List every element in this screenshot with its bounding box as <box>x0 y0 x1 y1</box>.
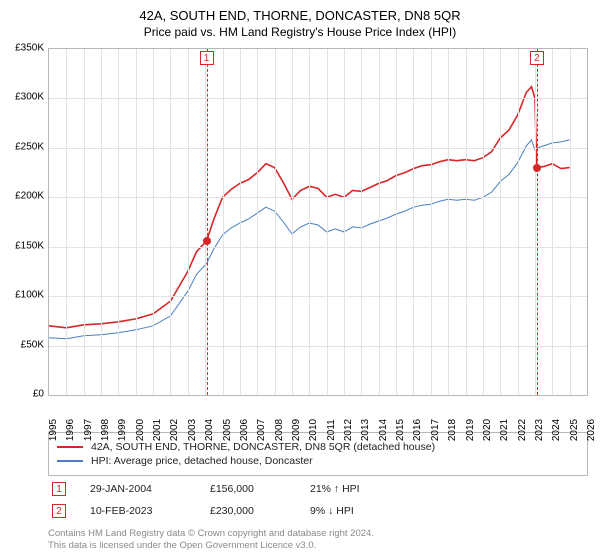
data-point <box>533 164 541 172</box>
marker-icon: 1 <box>52 482 66 496</box>
x-tick-label: 2018 <box>447 419 458 441</box>
transaction-delta: 9% ↓ HPI <box>310 505 410 517</box>
plot-area: 12 <box>48 48 588 396</box>
x-tick-label: 2009 <box>291 419 302 441</box>
line-layer <box>49 49 587 395</box>
x-tick-label: 2020 <box>482 419 493 441</box>
credit-text: Contains HM Land Registry data © Crown c… <box>48 528 588 553</box>
x-tick-label: 1999 <box>117 419 128 441</box>
x-tick-label: 2022 <box>517 419 528 441</box>
x-tick-label: 2007 <box>256 419 267 441</box>
x-tick-label: 2010 <box>308 419 319 441</box>
x-tick-label: 1996 <box>65 419 76 441</box>
transactions-table: 1 29-JAN-2004 £156,000 21% ↑ HPI 2 10-FE… <box>48 478 588 522</box>
data-point <box>203 237 211 245</box>
x-tick-label: 2006 <box>239 419 250 441</box>
x-tick-label: 2016 <box>412 419 423 441</box>
chart-marker: 1 <box>200 51 214 65</box>
credit-line: Contains HM Land Registry data © Crown c… <box>48 528 374 539</box>
transaction-price: £156,000 <box>210 483 310 495</box>
x-tick-label: 2008 <box>274 419 285 441</box>
transaction-date: 10-FEB-2023 <box>90 505 210 517</box>
x-tick-label: 2005 <box>222 419 233 441</box>
x-tick-label: 2026 <box>586 419 597 441</box>
x-tick-label: 2019 <box>465 419 476 441</box>
legend-item: 42A, SOUTH END, THORNE, DONCASTER, DN8 5… <box>57 441 579 453</box>
chart-subtitle: Price paid vs. HM Land Registry's House … <box>0 23 600 43</box>
y-tick-label: £300K <box>15 92 44 103</box>
transaction-price: £230,000 <box>210 505 310 517</box>
x-tick-label: 2014 <box>378 419 389 441</box>
chart-marker: 2 <box>530 51 544 65</box>
x-tick-label: 2024 <box>551 419 562 441</box>
x-tick-label: 2002 <box>169 419 180 441</box>
y-tick-label: £0 <box>33 389 44 400</box>
y-tick-label: £50K <box>21 339 44 350</box>
legend-item: HPI: Average price, detached house, Donc… <box>57 455 579 467</box>
y-tick-label: £150K <box>15 240 44 251</box>
y-tick-label: £100K <box>15 290 44 301</box>
transaction-delta: 21% ↑ HPI <box>310 483 410 495</box>
x-tick-label: 2011 <box>326 419 337 441</box>
x-tick-label: 2015 <box>395 419 406 441</box>
y-tick-label: £250K <box>15 141 44 152</box>
x-tick-label: 2012 <box>343 419 354 441</box>
table-row: 1 29-JAN-2004 £156,000 21% ↑ HPI <box>48 478 588 500</box>
x-tick-label: 1998 <box>100 419 111 441</box>
x-tick-label: 1997 <box>83 419 94 441</box>
y-tick-label: £350K <box>15 43 44 54</box>
y-tick-label: £200K <box>15 191 44 202</box>
chart-title: 42A, SOUTH END, THORNE, DONCASTER, DN8 5… <box>0 0 600 23</box>
transaction-date: 29-JAN-2004 <box>90 483 210 495</box>
x-tick-label: 2017 <box>430 419 441 441</box>
chart-container: 42A, SOUTH END, THORNE, DONCASTER, DN8 5… <box>0 0 600 560</box>
x-tick-label: 2004 <box>204 419 215 441</box>
table-row: 2 10-FEB-2023 £230,000 9% ↓ HPI <box>48 500 588 522</box>
marker-icon: 2 <box>52 504 66 518</box>
x-tick-label: 2013 <box>360 419 371 441</box>
legend-label: 42A, SOUTH END, THORNE, DONCASTER, DN8 5… <box>91 441 435 453</box>
x-tick-label: 2003 <box>187 419 198 441</box>
legend-swatch <box>57 460 83 462</box>
x-tick-label: 2021 <box>499 419 510 441</box>
legend-swatch <box>57 446 83 448</box>
x-tick-label: 2025 <box>569 419 580 441</box>
legend-label: HPI: Average price, detached house, Donc… <box>91 455 313 467</box>
x-tick-label: 2023 <box>534 419 545 441</box>
x-tick-label: 2000 <box>135 419 146 441</box>
credit-line: This data is licensed under the Open Gov… <box>48 540 316 551</box>
x-tick-label: 2001 <box>152 419 163 441</box>
x-tick-label: 1995 <box>48 419 59 441</box>
